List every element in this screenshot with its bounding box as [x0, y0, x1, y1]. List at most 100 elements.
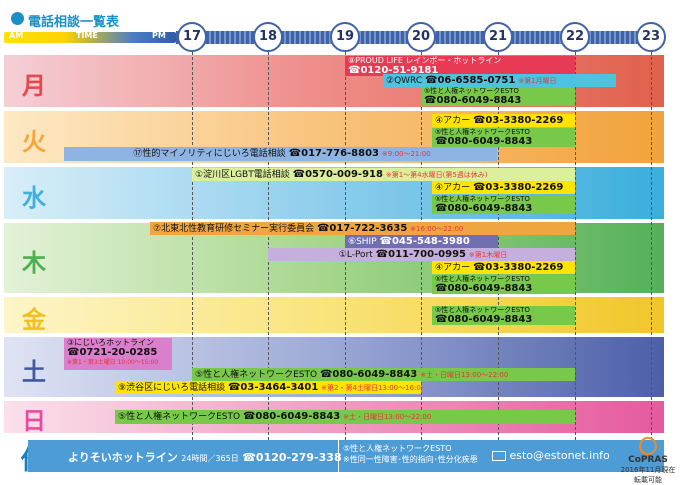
entry-tue-esto: ⑤性と人権ネットワークESTO ☎080-6049-8843 [432, 128, 575, 147]
entry-note: ※16:00～22:00 [410, 225, 464, 233]
hour-line-17 [192, 52, 193, 440]
time-label: TIME [76, 31, 98, 40]
bottom-divider [338, 440, 339, 472]
logo-name: CoPRAS [628, 455, 668, 465]
entry-wed-yodogawa: ①淀川区LGBT電話相談 ☎0570-009-918 ※第1～第4水曜日(第5週… [192, 168, 575, 181]
day-label-mon: 月 [22, 72, 46, 100]
other-band: よりそいホットライン 24時間／365日 ☎0120-279-338 ⑤性と人権… [28, 440, 664, 472]
entry-tel: ☎03-3380-2269 [472, 182, 564, 193]
entry-tel: ☎080-6049-8843 [242, 411, 341, 422]
yorisoi-hours: 24時間／365日 [181, 454, 239, 463]
entry-thu-esto: ⑤性と人権ネットワークESTO ☎080-6049-8843 [432, 275, 575, 294]
hour-line-21 [498, 52, 499, 440]
entry-mon-proud: ⑧PROUD LIFE レインボー・ホットライン ☎0120-51-9181 [345, 56, 575, 76]
email-link[interactable]: esto@estonet.info [492, 449, 610, 462]
email-text: esto@estonet.info [509, 449, 610, 462]
logo-mark-icon [639, 437, 657, 455]
phone-icon [11, 12, 24, 25]
entry-name: ⑧PROUD LIFE レインボー・ホットライン [348, 56, 502, 65]
entry-tel: ☎03-3380-2269 [472, 262, 564, 273]
entry-name: ⑤性と人権ネットワークESTO [435, 306, 530, 314]
entry-note: ※第1木曜日 [468, 251, 508, 259]
entry-tel: ☎017-722-3635 [316, 223, 408, 234]
entry-sat-esto: ⑤性と人権ネットワークESTO ☎080-6049-8843 ※土・日曜日13:… [192, 368, 575, 381]
entry-sat-shibuya: ⑨渋谷区にじいろ電話相談 ☎03-3464-3401 ※第2・第4土曜日13:0… [115, 381, 421, 394]
esto-desc: ※性同一性障害･性的指向･性分化疾患 [343, 455, 478, 464]
entry-note: ※第1～第4水曜日(第5週は休み) [385, 171, 488, 179]
entry-tel: ☎080-6049-8843 [435, 283, 533, 294]
entry-tel: ☎0570-009-918 [292, 169, 383, 180]
entry-thu-akar: ④アカー ☎03-3380-2269 [432, 261, 575, 274]
entry-mon-qwrc: ②QWRC ☎06-6585-0751 ※第1月曜日 [383, 74, 616, 87]
day-label-fri: 金 [22, 306, 46, 334]
entry-fri-esto: ⑤性と人権ネットワークESTO ☎080-6049-8843 [432, 306, 575, 325]
entry-note: ※土・日曜日13:00～22:00 [420, 371, 509, 379]
esto-info: ⑤性と人権ネットワークESTO ※性同一性障害･性的指向･性分化疾患 [343, 443, 478, 465]
hour-line-18 [268, 52, 269, 440]
entry-name: ⑦北東北性教育研修セミナー実行委員会 [153, 224, 315, 234]
entry-name: ⑤性と人権ネットワークESTO [435, 128, 530, 136]
entry-note: ※第2・第4土曜日13:00～16:00 [321, 384, 421, 392]
entry-tel: ☎080-6049-8843 [435, 203, 533, 214]
time-bar: AM TIME PM [4, 31, 176, 43]
entry-tel: ☎0120-51-9181 [348, 65, 439, 76]
entry-note: ※9:00～21:00 [381, 150, 431, 158]
day-label-sat: 土 [22, 358, 46, 386]
entry-name: ⑥SHIP [348, 237, 377, 247]
logo-date: 2016年11月現在 [620, 466, 676, 474]
entry-tel: ☎06-6585-0751 [425, 75, 516, 86]
time-am-label: AM [9, 31, 24, 40]
yorisoi-hotline: よりそいホットライン 24時間／365日 ☎0120-279-338 [68, 449, 342, 465]
day-label-sun: 日 [22, 407, 46, 435]
entry-wed-esto: ⑤性と人権ネットワークESTO ☎080-6049-8843 [432, 195, 575, 214]
entry-mon-esto: ⑤性と人権ネットワークESTO ☎080-6049-8843 [421, 87, 575, 106]
time-pm-label: PM [152, 31, 166, 40]
hour-17: 17 [177, 22, 207, 52]
entry-name: ⑤性と人権ネットワークESTO [435, 275, 530, 283]
esto-name: ⑤性と人権ネットワークESTO [343, 444, 452, 453]
entry-name: ⑤性と人権ネットワークESTO [435, 195, 530, 203]
entry-sun-esto: ⑤性と人権ネットワークESTO ☎080-6049-8843 ※土・日曜日13:… [115, 410, 575, 424]
entry-tel: ☎011-700-0995 [375, 249, 467, 260]
hour-line-23 [651, 52, 652, 440]
yorisoi-tel: ☎0120-279-338 [242, 451, 342, 464]
entry-name: ⑰性的マイノリティにじいろ電話相談 [133, 149, 286, 159]
entry-tel: ☎080-6049-8843 [424, 95, 522, 106]
hour-20: 20 [406, 22, 436, 52]
entry-thu-lport: ①L-Port ☎011-700-0995 ※第1木曜日 [268, 248, 575, 261]
yorisoi-name: よりそいホットライン [68, 451, 178, 464]
entry-tue-seiteki: ⑰性的マイノリティにじいろ電話相談 ☎017-776-8803 ※9:00～21… [64, 147, 497, 161]
entry-thu-ship: ⑥SHIP ☎045-548-3980 [345, 235, 498, 248]
entry-name: ③にじいろホットライン [67, 338, 155, 347]
hour-19: 19 [330, 22, 360, 52]
entry-wed-akar: ④アカー ☎03-3380-2269 [432, 181, 575, 194]
entry-tel: ☎0721-20-0285 [67, 347, 158, 358]
copras-logo: CoPRAS 2016年11月現在 転載可能 [620, 437, 676, 484]
entry-name: ②QWRC [386, 76, 423, 86]
hour-21: 21 [483, 22, 513, 52]
entry-tel: ☎080-6049-8843 [319, 369, 418, 380]
entry-tel: ☎017-776-8803 [288, 148, 380, 159]
entry-tel: ☎03-3464-3401 [227, 382, 319, 393]
entry-name: ①L-Port [338, 250, 373, 260]
day-label-tue: 火 [22, 128, 46, 156]
entry-sat-nijiiro: ③にじいろホットライン ☎0721-20-0285 ※第1・第3土曜日 10:0… [64, 338, 172, 370]
logo-note: 転載可能 [634, 476, 662, 484]
entry-name: ⑤性と人権ネットワークESTO [424, 87, 519, 95]
day-label-wed: 水 [22, 184, 46, 212]
hour-22: 22 [560, 22, 590, 52]
entry-name: ⑨渋谷区にじいろ電話相談 [118, 383, 226, 393]
entry-tel: ☎03-3380-2269 [472, 115, 564, 126]
entry-tel: ☎080-6049-8843 [435, 314, 533, 325]
hour-18: 18 [253, 22, 283, 52]
hour-23: 23 [636, 22, 666, 52]
entry-name: ④アカー [435, 183, 471, 193]
entry-name: ①淀川区LGBT電話相談 [195, 170, 290, 180]
entry-name: ④アカー [435, 116, 471, 126]
entry-note: ※第1・第3土曜日 10:00～15:00 [67, 359, 159, 366]
day-label-thu: 木 [22, 249, 46, 277]
entry-note: ※第1月曜日 [518, 77, 557, 85]
entry-note: ※土・日曜日13:00～22:00 [343, 413, 432, 421]
entry-thu-hokutou: ⑦北東北性教育研修セミナー実行委員会 ☎017-722-3635 ※16:00～… [150, 222, 575, 235]
entry-name: ④アカー [435, 263, 471, 273]
